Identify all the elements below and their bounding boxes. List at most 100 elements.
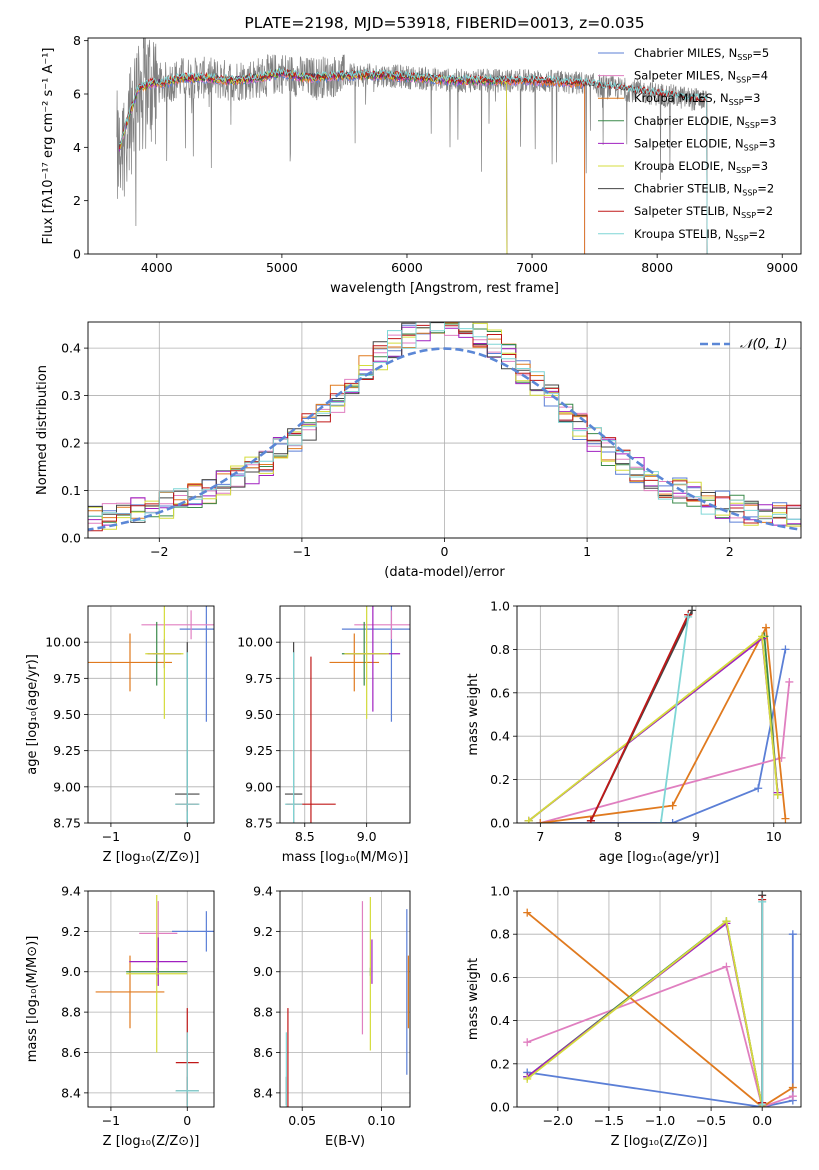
legend-sub: SSP — [734, 234, 749, 243]
y-tick-label: 0.4 — [61, 341, 81, 356]
x-tick-label: −2.0 — [543, 1113, 573, 1128]
legend-sub: SSP — [737, 53, 752, 62]
y-tick-label: 8.8 — [61, 1005, 81, 1020]
series-marker — [758, 632, 767, 641]
axes-frame — [87, 890, 215, 1108]
y-tick-label: 0.8 — [490, 642, 510, 657]
x-tick-label: −1.0 — [645, 1113, 675, 1128]
x-tick-label: 8 — [614, 829, 622, 844]
series-line — [527, 934, 794, 1107]
axes-frame — [279, 605, 411, 824]
y-tick-label: 6 — [73, 87, 81, 102]
legend-entry: Kroupa ELODIE, NSSP=3 — [634, 159, 768, 175]
legend-sub: SSP — [745, 121, 760, 130]
series-marker — [788, 1083, 797, 1092]
age_vs_Z-points — [88, 606, 214, 823]
y-tick-label: 8.75 — [245, 816, 273, 831]
y-tick-label: 9.25 — [53, 743, 81, 758]
legend-sub: SSP — [741, 211, 756, 220]
x-axis-label: wavelength [Angstrom, rest frame] — [330, 281, 559, 296]
mass_vs_Z-points — [95, 895, 214, 1107]
y-tick-label: 8.6 — [61, 1045, 81, 1060]
series-marker — [684, 612, 693, 621]
legend-suffix: =2 — [757, 182, 774, 196]
x-tick-label: 0.0 — [752, 1113, 772, 1128]
y-tick-label: 9.2 — [253, 924, 273, 939]
y-tick-label: 8.75 — [53, 816, 81, 831]
x-tick-label: 7 — [536, 829, 544, 844]
y-tick-label: 10.00 — [237, 635, 273, 650]
y-tick-label: 9.0 — [253, 964, 273, 979]
legend-sub: SSP — [742, 189, 757, 198]
series-marker — [754, 784, 763, 793]
errorbar-point — [175, 1032, 199, 1107]
y-tick-label: 9.50 — [53, 707, 81, 722]
legend-entry: Chabrier ELODIE, NSSP=3 — [634, 114, 777, 130]
x-axis-label: (data-model)/error — [384, 565, 505, 580]
y-tick-label: 0.4 — [490, 1013, 510, 1028]
axes-frame — [87, 605, 215, 824]
legend-name: Salpeter MILES, — [634, 69, 727, 83]
mass_vs_ebv-axes: 0.05 0.10 8.4 8.6 8.8 9.0 9.2 9.4 E(B-V) — [253, 884, 410, 1149]
y-tick-label: 0.0 — [61, 531, 81, 546]
legend-name: Kroupa ELODIE, — [634, 159, 727, 173]
legend: 𝒩(0, 1) — [700, 337, 787, 352]
y-axis-label: mass weight — [466, 958, 481, 1040]
legend-entry: Salpeter ELODIE, NSSP=3 — [634, 136, 776, 152]
y-tick-label: 8 — [73, 33, 81, 48]
legend-entry: Kroupa STELIB, NSSP=2 — [634, 227, 765, 243]
model-line-salpeter-stelib — [118, 68, 708, 254]
x-axis-label: Z [log₁₀(Z/Z⊙)] — [611, 1134, 708, 1149]
y-tick-label: 9.0 — [61, 964, 81, 979]
x-tick-label: −1.5 — [594, 1113, 624, 1128]
x-tick-label: −1 — [293, 544, 311, 559]
legend-n: N — [729, 46, 738, 60]
x-tick-label: 9 — [692, 829, 700, 844]
y-tick-label: 1.0 — [490, 884, 510, 899]
x-tick-label: 0 — [183, 829, 191, 844]
y-tick-label: 8.8 — [253, 1005, 273, 1020]
x-axis-label: Z [log₁₀(Z/Z⊙)] — [103, 850, 200, 865]
y-tick-label: 9.00 — [53, 779, 81, 794]
data-spectrum — [116, 38, 708, 227]
series-marker — [781, 814, 790, 823]
y-tick-label: 2 — [73, 193, 81, 208]
series-marker — [785, 677, 794, 686]
x-tick-label: 4000 — [141, 260, 173, 275]
series-marker — [761, 623, 770, 632]
legend-sub: SSP — [744, 143, 759, 152]
legend-suffix: =5 — [752, 46, 769, 60]
series-marker — [722, 917, 731, 926]
legend-n: N — [720, 91, 729, 105]
series-marker — [781, 645, 790, 654]
legend-name: Chabrier STELIB, — [634, 182, 734, 196]
legend-sub: SSP — [729, 98, 744, 107]
series-line — [526, 911, 794, 1107]
mass_vs_ebv-points — [285, 897, 410, 1107]
y-tick-label: 10.00 — [45, 635, 81, 650]
legend-name: Kroupa STELIB, — [634, 227, 725, 241]
legend-entry: Salpeter STELIB, NSSP=2 — [634, 204, 773, 220]
y-axis-label: mass [log₁₀(M/M⊙)] — [25, 936, 40, 1063]
x-tick-label: 5000 — [266, 260, 298, 275]
legend-n: N — [734, 182, 743, 196]
legend-name: Salpeter ELODIE, — [634, 136, 735, 150]
axes-frame — [516, 890, 802, 1108]
legend-n: N — [725, 227, 734, 241]
residuals-axes: −2 −1 0 1 2 0.0 0.1 0.2 0.3 0.4 (data-model)/error… — [35, 322, 801, 580]
x-axis-label: age [log₁₀(age/yr)] — [599, 850, 720, 865]
x-tick-label: 1 — [583, 544, 591, 559]
y-tick-label: 0.4 — [490, 729, 510, 744]
y-axis-label: Normed distribution — [35, 365, 50, 495]
series-marker — [773, 790, 782, 799]
plot-area — [517, 891, 801, 1107]
x-tick-label: −0.5 — [696, 1113, 726, 1128]
x-tick-label: 9000 — [766, 260, 798, 275]
series-marker — [523, 1074, 532, 1083]
y-tick-label: 9.4 — [61, 884, 81, 899]
series-marker — [758, 897, 767, 906]
x-tick-label: −1 — [102, 829, 120, 844]
x-tick-label: 9.0 — [357, 829, 377, 844]
